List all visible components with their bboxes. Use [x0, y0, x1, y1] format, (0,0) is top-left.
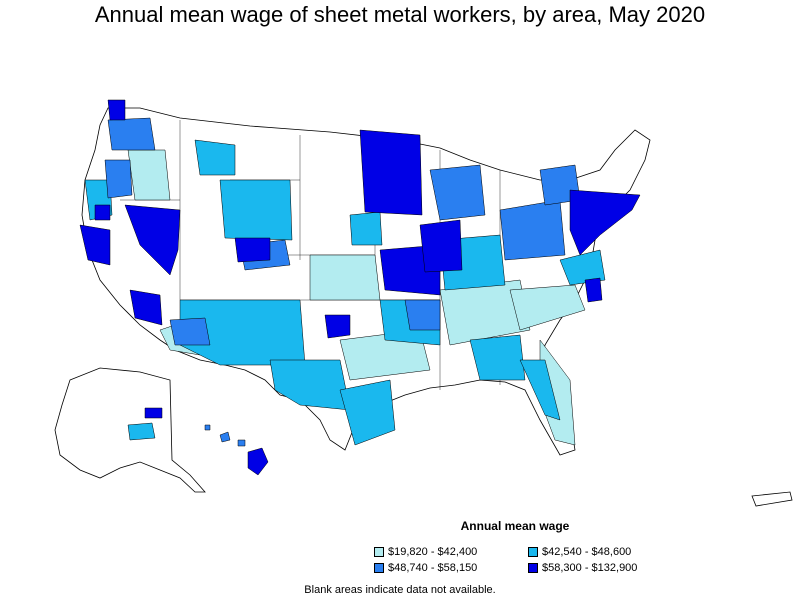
legend-swatch-2	[528, 547, 538, 557]
legend-item-2: $42,540 - $48,600	[528, 546, 631, 558]
puerto-rico-outline	[751, 491, 793, 507]
legend-swatch-4	[528, 563, 538, 573]
legend-label-2: $42,540 - $48,600	[542, 546, 632, 558]
legend-title: Annual mean wage	[460, 519, 570, 533]
map-title: Annual mean wage of sheet metal workers,…	[94, 2, 706, 27]
legend-label-4: $58,300 - $132,900	[542, 562, 638, 574]
wage-regions	[79, 99, 641, 446]
legend-item-1: $19,820 - $42,400	[374, 546, 477, 558]
legend-label-1: $19,820 - $42,400	[388, 546, 478, 558]
legend-item-3: $48,740 - $58,150	[374, 562, 477, 574]
legend-swatch-3	[374, 563, 384, 573]
legend-label-3: $48,740 - $58,150	[388, 562, 478, 574]
hawaii-islands	[204, 424, 269, 476]
alaska-outline	[54, 367, 206, 493]
legend-swatch-1	[374, 547, 384, 557]
blank-areas-note: Blank areas indicate data not available.	[304, 584, 496, 596]
legend-item-4: $58,300 - $132,900	[528, 562, 637, 574]
